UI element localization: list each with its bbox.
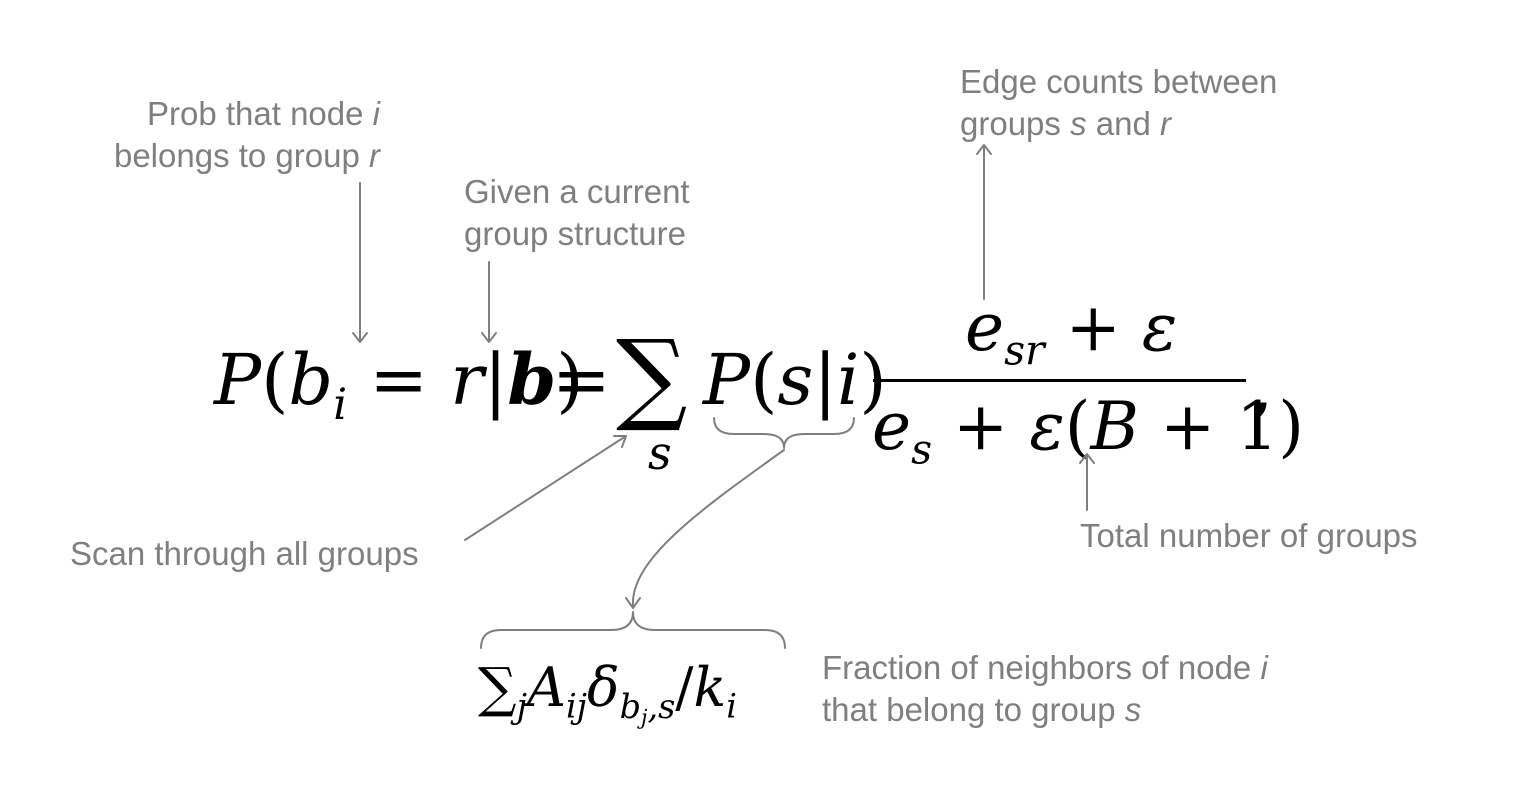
sub-equation: ∑jAijδbj,s/ki	[478, 650, 737, 755]
term-i: i	[836, 339, 860, 421]
numerator-epsilon: ε	[1141, 289, 1178, 366]
overbrace-sub-equation	[480, 611, 786, 649]
given-structure-line-1: Given a current	[464, 173, 690, 210]
fraction-denominator: es + ε(B + 1)	[872, 385, 1304, 491]
arrow-given-structure	[481, 261, 497, 343]
term-P: P	[703, 339, 751, 421]
term-s: s	[777, 339, 814, 421]
underbrace-conditional	[713, 417, 855, 449]
prob-node-text-1: Prob that node	[146, 95, 373, 132]
lhs-bold-b: b	[507, 338, 557, 421]
lhs-bar: |	[483, 339, 508, 421]
lhs-equals: =	[347, 339, 451, 421]
term-bar: |	[813, 339, 837, 421]
sub-slash: /	[675, 656, 694, 719]
sub-delta-subscript: bj,s	[619, 686, 676, 729]
fraction-bar	[873, 379, 1246, 382]
sub-k: k	[693, 656, 727, 719]
denominator-B: B	[1090, 388, 1140, 465]
denominator-one: 1	[1236, 388, 1279, 465]
numerator-subscript: sr	[1004, 326, 1045, 375]
sub-delta-sub-rest: ,s	[647, 686, 676, 726]
edge-counts-text-a: groups	[960, 105, 1071, 142]
denominator-e: e	[872, 388, 912, 465]
term-open-paren: (	[750, 339, 778, 421]
sub-A: A	[526, 656, 566, 719]
fraction-neighbors-annotation: Fraction of neighbors of node i that bel…	[822, 647, 1268, 731]
summation-index: s	[648, 426, 672, 480]
trailing-comma: ,	[1252, 349, 1273, 426]
fraction-var-s: s	[1124, 691, 1142, 728]
fraction-text-2: that belong to group	[822, 691, 1125, 728]
summation-symbol: ∑	[616, 318, 688, 435]
denominator-subscript: s	[911, 425, 933, 474]
fraction-numerator: esr + ε	[965, 286, 1177, 392]
lhs-open-paren: (	[261, 339, 289, 421]
denominator-plus: +	[932, 388, 1030, 465]
lhs-r: r	[450, 339, 484, 421]
lhs-b: b	[288, 339, 334, 421]
numerator-e: e	[965, 289, 1005, 366]
edge-counts-line-1: Edge counts between	[960, 63, 1278, 100]
arrow-edge-counts	[976, 144, 992, 300]
fraction-text-1: Fraction of neighbors of node	[822, 649, 1261, 686]
scan-groups-annotation: Scan through all groups	[70, 535, 419, 572]
sub-A-subscript: ij	[565, 686, 588, 726]
lhs-P: P	[214, 339, 262, 421]
lhs-close-paren: )	[556, 339, 584, 421]
edge-counts-text-b: and	[1086, 105, 1160, 142]
prob-node-var-i: i	[372, 95, 380, 132]
equation-equals: =	[552, 339, 611, 421]
sub-delta-sub-j: j	[641, 704, 648, 729]
prob-node-var-r: r	[369, 137, 380, 174]
total-groups-annotation: Total number of groups	[1080, 517, 1418, 554]
sub-delta: δ	[587, 656, 620, 719]
prob-node-text-2: belongs to group	[113, 137, 369, 174]
denominator-close-paren: )	[1278, 388, 1305, 465]
numerator-plus: +	[1044, 289, 1142, 366]
edge-counts-annotation: Edge counts between groups s and r	[960, 61, 1277, 145]
edge-counts-var-s: s	[1070, 105, 1087, 142]
equation-lhs: P(bi = r|b)	[214, 335, 584, 450]
sub-sum-index: j	[516, 686, 527, 726]
denominator-open-paren: (	[1064, 388, 1091, 465]
denominator-plus-one: +	[1139, 388, 1237, 465]
sub-delta-sub-b: b	[619, 686, 641, 726]
sub-k-subscript: i	[726, 686, 737, 726]
prob-node-annotation: Prob that node i belongs to group r	[60, 93, 380, 177]
given-structure-annotation: Given a current group structure	[464, 171, 690, 255]
denominator-epsilon: ε	[1029, 388, 1065, 465]
arrow-prob-node	[352, 182, 368, 343]
sub-sum-symbol: ∑	[478, 656, 517, 719]
given-structure-line-2: group structure	[464, 215, 686, 252]
lhs-b-subscript: i	[333, 380, 348, 431]
edge-counts-var-r: r	[1159, 105, 1171, 142]
arrow-scan-groups	[464, 435, 627, 541]
arrow-substitution	[625, 449, 785, 609]
fraction-var-i: i	[1260, 649, 1268, 686]
arrow-total-groups	[1079, 453, 1095, 511]
